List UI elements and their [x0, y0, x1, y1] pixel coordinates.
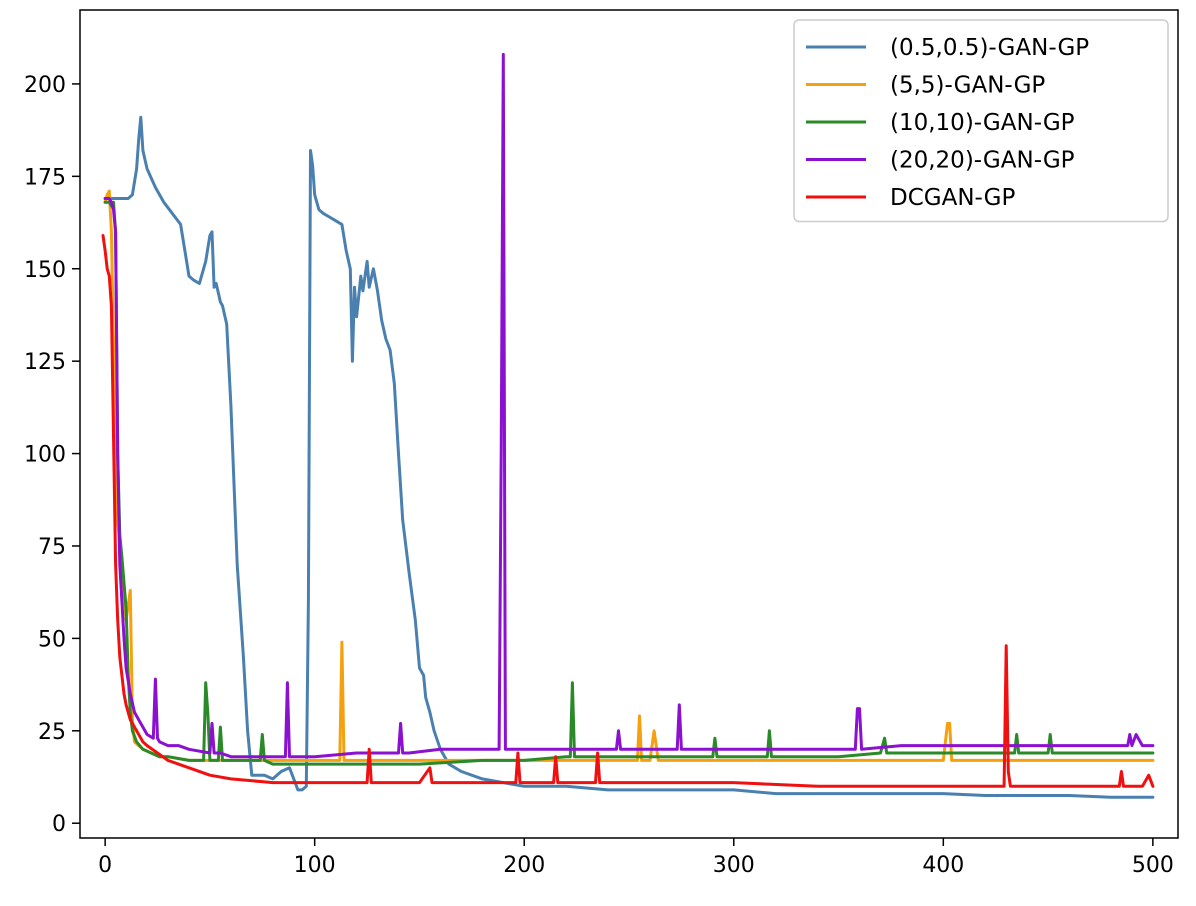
legend-label: (5,5)-GAN-GP [890, 73, 1045, 99]
legend-label: (0.5,0.5)-GAN-GP [890, 35, 1089, 61]
legend-label: (20,20)-GAN-GP [890, 148, 1075, 174]
axes: 0 100 200 300 400 500 0 25 50 75 100 125 150 175 200 [24, 9, 1179, 878]
y-tick-label: 125 [24, 350, 66, 375]
x-tick-label: 0 [98, 853, 112, 878]
y-tick-label: 25 [38, 720, 66, 745]
legend: (0.5,0.5)-GAN-GP (5,5)-GAN-GP (10,10)-GAN-… [793, 19, 1169, 223]
series-line-4 [103, 52, 1155, 759]
y-tick-label: 75 [38, 535, 66, 560]
x-tick-label: 500 [1132, 853, 1174, 878]
series-line-3 [103, 200, 1155, 766]
y-tick-label: 200 [24, 73, 66, 98]
y-tick-label: 150 [24, 258, 66, 283]
x-tick-label: 200 [503, 853, 545, 878]
series-line-5 [101, 234, 1155, 788]
legend-label: DCGAN-GP [890, 185, 1015, 211]
y-tick-label: 0 [52, 812, 66, 837]
y-tick-label: 50 [38, 627, 66, 652]
legend-label: (10,10)-GAN-GP [890, 110, 1075, 136]
series-line-2 [103, 189, 1155, 762]
plot-area [101, 52, 1155, 799]
legend-box [793, 19, 1169, 223]
plot-frame [79, 9, 1179, 839]
y-tick-label: 175 [24, 165, 66, 190]
x-tick-label: 300 [713, 853, 755, 878]
y-tick-label: 100 [24, 443, 66, 468]
x-tick-label: 400 [922, 853, 964, 878]
series-line-1 [103, 115, 1155, 799]
x-tick-label: 100 [294, 853, 336, 878]
